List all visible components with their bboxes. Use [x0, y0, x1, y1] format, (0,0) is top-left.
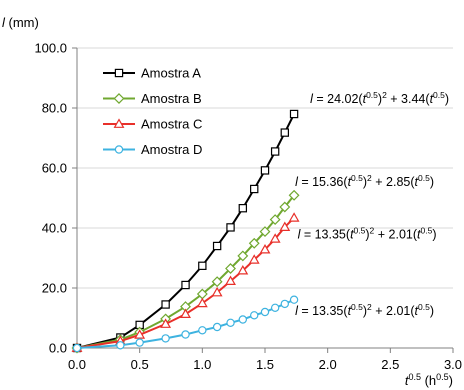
equation-annotation: l = 13.35(t0.5)2 + 2.01(t0.5)	[295, 302, 434, 318]
legend-item: Amostra B	[103, 91, 202, 106]
legend-label: Amostra B	[141, 91, 202, 106]
data-point	[280, 128, 290, 137]
data-point	[198, 326, 207, 335]
data-point	[279, 201, 291, 213]
x-axis-label: t0.5 (h0.5)	[405, 372, 453, 388]
data-point	[212, 322, 222, 332]
data-point	[260, 166, 270, 175]
x-tick-label: 3.0	[444, 357, 462, 372]
data-point	[135, 338, 144, 347]
y-tick-label: 40.0	[42, 221, 67, 236]
legend-label: Amostra A	[141, 66, 201, 81]
y-tick-label: 0.0	[49, 341, 67, 356]
data-point	[211, 286, 223, 297]
data-point	[259, 243, 271, 254]
series-layer	[71, 109, 300, 354]
legend-item: Amostra A	[103, 66, 201, 81]
legend-label: Amostra C	[141, 117, 202, 132]
data-point	[248, 237, 260, 249]
data-point	[226, 223, 235, 232]
annotation-layer: l = 24.02(t0.5)2 + 3.44(t0.5) l = 15.36(t…	[295, 90, 449, 318]
data-point	[260, 307, 270, 317]
legend-marker	[113, 118, 125, 128]
data-point	[288, 212, 300, 222]
x-tick-label: 0.0	[68, 357, 86, 372]
data-point	[269, 233, 281, 243]
y-tick-label: 60.0	[42, 161, 67, 176]
data-point	[289, 295, 299, 304]
x-tick-label: 2.0	[319, 357, 337, 372]
data-point	[270, 147, 280, 156]
data-point	[269, 214, 281, 226]
data-point	[248, 254, 260, 264]
x-tick-label: 1.5	[256, 357, 274, 372]
y-tick-label: 100.0	[34, 41, 67, 56]
legend-layer: Amostra A Amostra B Amostra C Amostra D	[103, 66, 202, 157]
legend-marker	[113, 93, 125, 104]
series-line	[76, 194, 295, 349]
series-amostra-d	[72, 295, 299, 353]
data-point	[259, 226, 271, 238]
data-point	[211, 276, 223, 288]
data-point	[237, 264, 249, 275]
data-point	[237, 250, 249, 262]
data-point	[288, 189, 300, 201]
y-tick-label: 20.0	[42, 281, 67, 296]
data-point	[280, 299, 290, 309]
data-point	[116, 341, 125, 350]
data-point	[238, 315, 248, 324]
data-point	[225, 263, 236, 274]
data-point	[196, 297, 208, 308]
data-point	[250, 311, 259, 320]
data-point	[212, 241, 222, 251]
y-tick-label: 80.0	[42, 101, 67, 116]
legend-item: Amostra D	[103, 142, 202, 157]
data-point	[238, 204, 248, 213]
data-point	[279, 221, 291, 231]
data-point	[289, 109, 299, 119]
legend-marker	[114, 145, 124, 154]
equation-annotation: l = 24.02(t0.5)2 + 3.44(t0.5)	[310, 90, 449, 106]
y-axis-label: l (mm)	[2, 15, 39, 30]
x-tick-label: 0.5	[131, 357, 149, 372]
data-point	[161, 300, 170, 309]
series-amostra-b	[71, 189, 300, 354]
data-point	[161, 334, 170, 343]
equation-annotation: l = 15.36(t0.5)2 + 2.85(t0.5)	[295, 173, 434, 189]
data-point	[250, 184, 259, 194]
data-point	[181, 280, 190, 290]
x-tick-label: 1.0	[193, 357, 211, 372]
data-point	[226, 318, 235, 327]
data-point	[225, 275, 236, 285]
data-point	[198, 261, 207, 271]
axis-layer: 0.0 20.0 40.0 60.0 80.0 100.0 0.0 0.5 1.0 1.5 2.0 2…	[2, 15, 462, 388]
data-point	[270, 303, 280, 312]
data-point	[181, 330, 190, 339]
legend-label: Amostra D	[141, 142, 202, 157]
x-tick-label: 2.5	[381, 357, 399, 372]
legend-item: Amostra C	[103, 117, 202, 132]
legend-marker	[114, 68, 124, 78]
equation-annotation: l = 13.35(t0.5)2 + 2.01(t0.5)	[298, 226, 437, 242]
data-point	[180, 308, 191, 318]
data-point	[160, 318, 172, 328]
data-point	[134, 329, 146, 339]
data-point	[72, 343, 82, 353]
